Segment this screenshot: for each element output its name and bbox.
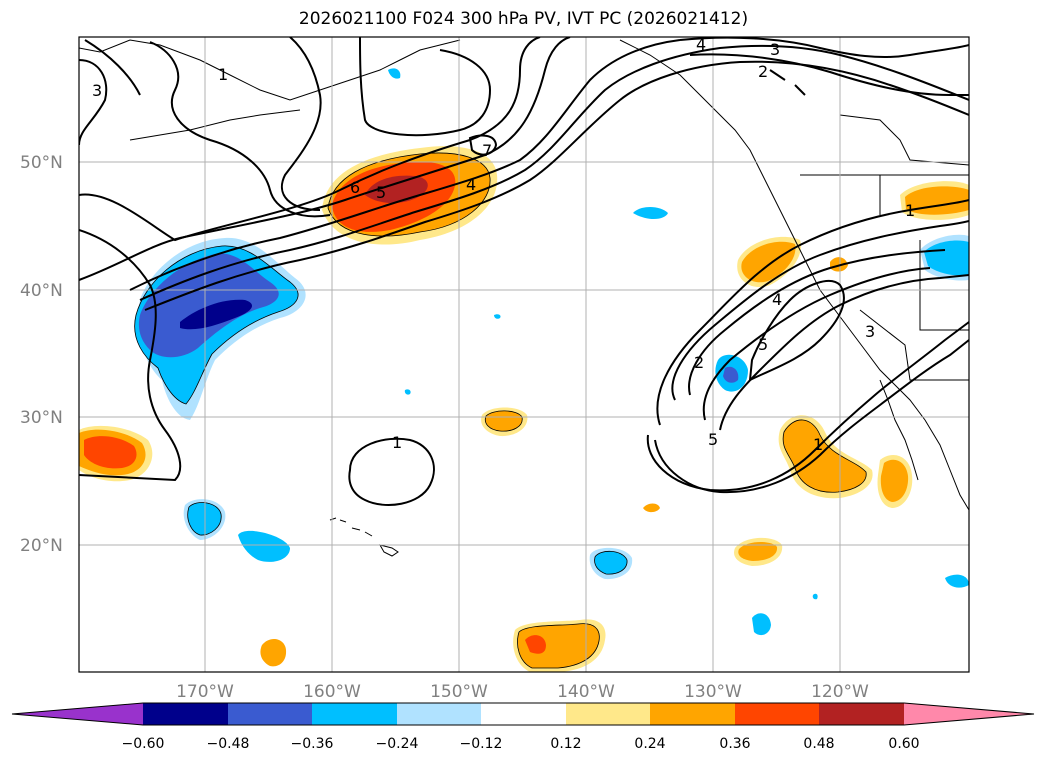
ivt-contour-ar-1: [656, 199, 969, 426]
colorbar-tick: −0.36: [291, 736, 334, 752]
contour-label: 1: [905, 201, 915, 220]
contour-label: 3: [92, 81, 102, 100]
colorbar-swatch: [735, 703, 819, 725]
colorbar-extend-high: [904, 703, 1034, 725]
lon-label-150w: 150°W: [430, 682, 488, 702]
contour-label: 2: [758, 62, 768, 81]
graticule: [79, 37, 969, 672]
contour-label: 1: [392, 433, 402, 452]
lon-label-160w: 160°W: [303, 682, 361, 702]
contour-label: 7: [482, 141, 492, 160]
lon-label-170w: 170°W: [176, 682, 234, 702]
ivt-contour-closed: [348, 437, 435, 506]
contour-label: 3: [865, 322, 875, 341]
contour-label: 6: [350, 178, 360, 197]
colorbar-swatch: [819, 703, 904, 725]
ivt-contour-jet-1: [79, 37, 541, 242]
colorbar-swatch: [566, 703, 650, 725]
contour-label: 2: [694, 353, 704, 372]
colorbar-tick: 0.12: [550, 736, 581, 752]
map-title: 2026021100 F024 300 hPa PV, IVT PC (2026…: [298, 9, 749, 29]
colorbar-tick: 0.48: [803, 736, 834, 752]
lon-label-130w: 130°W: [684, 682, 742, 702]
colorbar-tick: 0.24: [634, 736, 665, 752]
colorbar-tick: −0.24: [376, 736, 419, 752]
colorbar-swatch: [228, 703, 312, 725]
lat-label-40n: 40°N: [20, 281, 63, 301]
contour-label: 4: [772, 290, 782, 309]
contour-label: 1: [218, 65, 228, 84]
contour-label: 5: [758, 335, 768, 354]
alaska-coast: [79, 39, 461, 101]
contour-label: 1: [813, 435, 823, 454]
contour-label: 4: [696, 35, 706, 54]
ivt-contours: [79, 37, 969, 506]
colorbar-swatch: [143, 703, 228, 725]
lat-label-50n: 50°N: [20, 153, 63, 173]
colorbar-tick: −0.60: [122, 736, 165, 752]
colorbar-swatch: [481, 703, 566, 725]
pv-anomaly-positive: [79, 146, 969, 672]
contour-label: 3: [770, 40, 780, 59]
lat-label-30n: 30°N: [20, 408, 63, 428]
map-content: 1 3 4 3 2 6 5 4 7 1 2 4 5 3 5 1 1: [79, 35, 969, 672]
colorbar-tick: 0.36: [719, 736, 750, 752]
colorbar-tick: −0.12: [460, 736, 503, 752]
lat-label-20n: 20°N: [20, 536, 63, 556]
colorbar: −0.60 −0.48 −0.36 −0.24 −0.12 0.12 0.24 …: [11, 702, 1035, 752]
contour-label: 5: [708, 430, 718, 449]
colorbar-swatch: [312, 703, 397, 725]
lon-label-120w: 120°W: [811, 682, 869, 702]
colorbar-extend-low: [12, 703, 143, 725]
lon-label-140w: 140°W: [557, 682, 615, 702]
colorbar-tick: 0.60: [888, 736, 919, 752]
contour-label: 4: [466, 175, 476, 194]
colorbar-tick: −0.48: [207, 736, 250, 752]
colorbar-outline: [11, 702, 1035, 726]
colorbar-swatch: [650, 703, 735, 725]
map-background: [79, 37, 969, 672]
contour-label: 5: [376, 183, 386, 202]
colorbar-swatch: [397, 703, 481, 725]
map-frame: [78, 36, 970, 673]
